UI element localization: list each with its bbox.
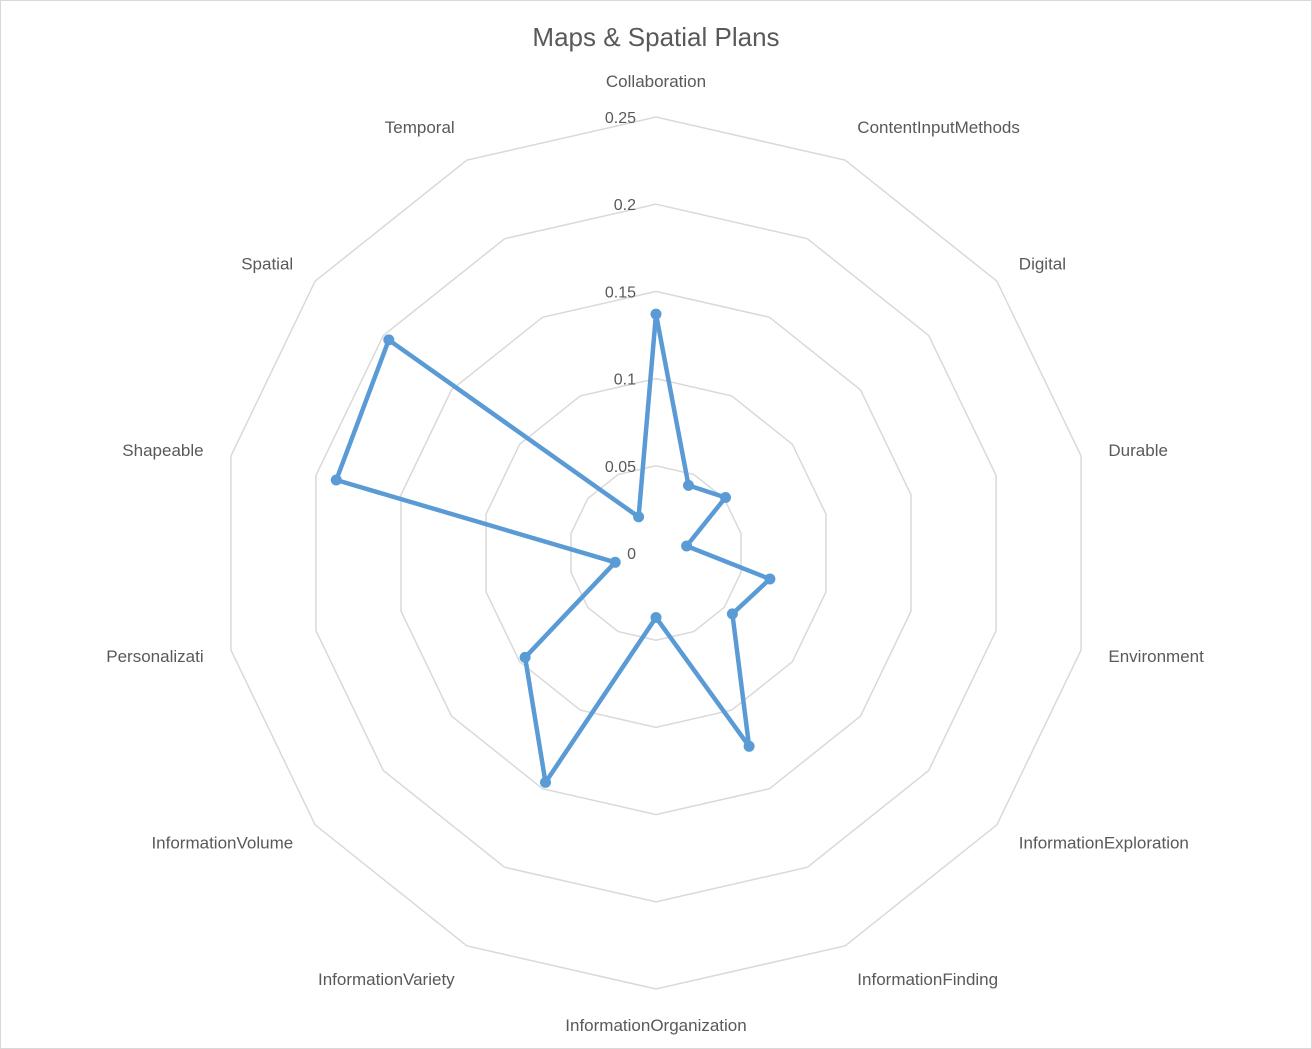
data-point[interactable] (720, 492, 731, 503)
grid-ring (570, 465, 742, 641)
data-point[interactable] (519, 651, 531, 663)
radial-tick-label: 0.15 (605, 284, 636, 301)
data-point[interactable] (330, 474, 342, 486)
data-point[interactable] (681, 540, 693, 552)
radial-tick-label: 0.05 (605, 459, 636, 476)
data-point[interactable] (609, 556, 621, 568)
category-label: InformationExploration (1019, 833, 1189, 852)
data-point[interactable] (743, 740, 755, 752)
data-point[interactable] (650, 612, 662, 623)
data-point[interactable] (764, 573, 776, 585)
category-label: Digital (1019, 255, 1066, 274)
radar-grid (230, 116, 1082, 990)
radial-tick-labels: 0 0.05 0.1 0.15 0.2 0.25 (605, 110, 636, 563)
category-labels: Collaboration ContentInputMethods Digital D… (106, 72, 1204, 1035)
series-layer (330, 308, 776, 788)
data-point[interactable] (633, 511, 645, 523)
category-label: InformationVariety (318, 970, 455, 989)
data-point[interactable] (383, 334, 395, 346)
category-label: InformationFinding (857, 970, 998, 989)
category-label: Temporal (385, 118, 455, 137)
data-point[interactable] (540, 776, 551, 788)
category-label: Collaboration (606, 72, 706, 91)
grid-ring (230, 116, 1082, 990)
category-label: InformationVolume (151, 833, 293, 852)
category-label: Spatial (241, 255, 293, 274)
grid-ring (315, 203, 997, 903)
radial-tick-label: 0.2 (614, 197, 636, 214)
data-point[interactable] (683, 479, 694, 491)
grid-ring (485, 377, 827, 729)
category-label: ContentInputMethods (857, 118, 1020, 137)
radial-tick-label: 0 (627, 546, 636, 563)
category-label: Durable (1108, 441, 1168, 460)
data-point[interactable] (726, 608, 738, 620)
category-label: InformationOrganization (565, 1016, 746, 1035)
radial-tick-label: 0.25 (605, 110, 636, 127)
grid-ring (400, 290, 912, 816)
category-label: Shapeable (122, 441, 203, 460)
radial-tick-label: 0.1 (614, 372, 636, 389)
data-point[interactable] (650, 308, 662, 320)
category-label: Personalizati (106, 647, 203, 666)
category-label: Environment (1108, 647, 1204, 666)
chart-title: Maps & Spatial Plans (532, 22, 779, 52)
